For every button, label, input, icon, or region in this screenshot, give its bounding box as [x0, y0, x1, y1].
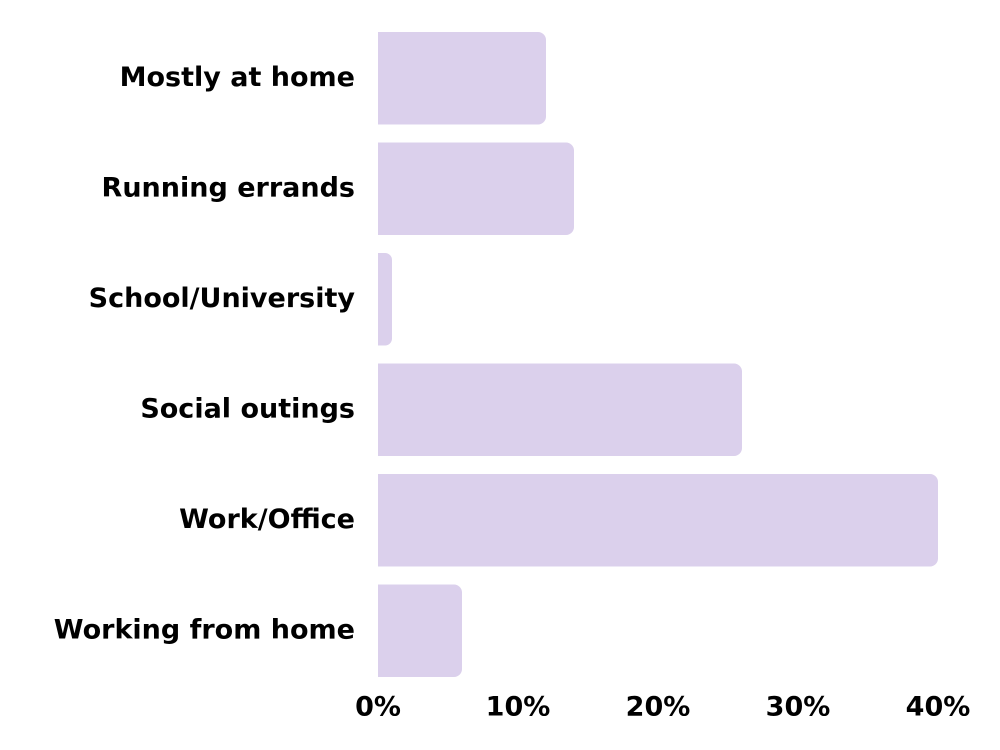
bar	[378, 253, 392, 346]
x-tick-label: 30%	[766, 692, 831, 723]
y-tick-label: Mostly at home	[120, 62, 355, 93]
bar	[378, 142, 574, 235]
x-tick-label: 40%	[906, 692, 971, 723]
bar	[378, 32, 546, 125]
x-tick-label: 10%	[486, 692, 551, 723]
y-tick-label: Working from home	[54, 614, 355, 645]
bar	[378, 363, 742, 456]
y-tick-label: Work/Office	[179, 504, 355, 535]
y-tick-label: Running errands	[102, 172, 355, 203]
bar	[378, 584, 462, 677]
x-tick-label: 0%	[355, 692, 401, 723]
y-tick-label: Social outings	[140, 393, 355, 424]
bar	[378, 474, 938, 567]
x-tick-label: 20%	[626, 692, 691, 723]
y-tick-label: School/University	[89, 283, 356, 314]
